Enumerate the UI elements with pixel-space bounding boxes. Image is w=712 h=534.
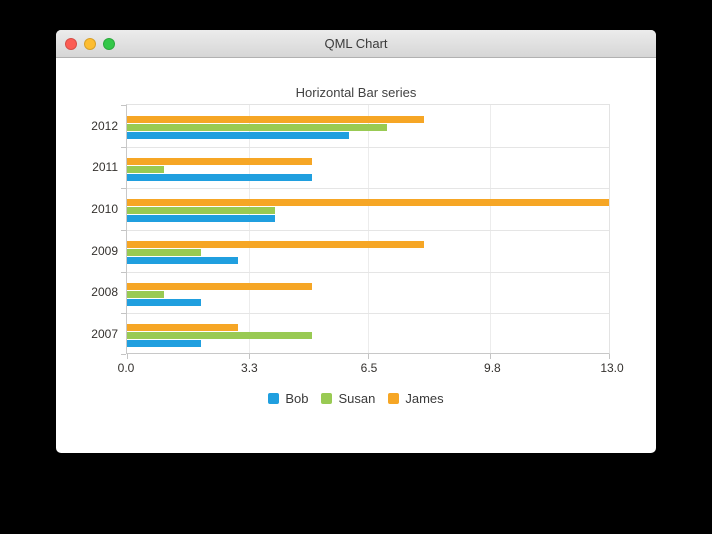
category-label: 2012 [91,118,118,133]
legend-item-james: James [388,390,444,406]
y-axis-tick [121,188,126,190]
y-axis-tick [121,354,126,355]
bar-james-2010 [127,199,609,207]
legend-item-susan: Susan [321,391,375,406]
bar-james-2012 [127,116,424,123]
zoom-button[interactable] [103,38,115,50]
legend-marker-icon [268,392,280,404]
category-row: 2012 [91,105,609,147]
window-titlebar[interactable]: QML Chart [56,30,656,58]
bar-james-2011 [127,157,313,165]
window-title: QML Chart [324,36,388,51]
category-row: 2010 [91,188,609,230]
bar-bob-2007 [127,340,202,348]
plot-area: 2012 2011 2010 2009 2008 2007 [91,104,610,359]
bar-susan-2009 [127,249,202,256]
legend-marker-icon [321,392,333,404]
vertical-gridline [249,105,251,353]
x-axis-tick-label: 6.5 [360,361,378,375]
x-axis-tick [127,354,128,359]
horizontal-gridline [127,271,609,273]
x-axis-tick-label: 9.8 [484,361,501,375]
horizontal-gridline [127,188,609,190]
bar-bob-2009 [127,257,239,264]
bar-bob-2011 [127,173,313,181]
y-axis-tick [121,146,126,148]
bar-susan-2007 [127,332,313,340]
horizontal-gridline [127,230,609,231]
y-axis-tick [121,313,126,315]
app-window: QML Chart Horizontal Bar series 2012 2011… [56,30,656,453]
y-axis-tick [121,271,126,273]
category-label: 2007 [91,327,118,342]
legend-label: James [405,390,444,406]
x-axis-tick [368,354,369,359]
bar-susan-2012 [127,124,387,131]
x-axis-tick-label: 3.3 [241,361,258,375]
legend-label: Susan [338,390,376,406]
x-axis-tick [609,354,610,359]
x-axis-labels: 0.0 3.3 6.5 9.8 13.0 [118,361,624,375]
x-axis-tick-label: 13.0 [600,361,624,375]
x-axis-tick [249,354,251,359]
x-axis-tick [490,354,492,359]
horizontal-gridline [127,313,609,315]
category-row: 2011 [92,147,609,189]
chart-legend: Bob Susan James [56,390,656,406]
chart-title: Horizontal Bar series [295,85,417,100]
vertical-gridline [368,105,369,353]
bar-james-2008 [127,282,313,290]
horizontal-gridline [127,146,609,148]
category-row: 2007 [91,313,609,355]
bar-bob-2008 [127,298,202,306]
close-button[interactable] [65,38,77,50]
category-row: 2009 [91,230,609,272]
legend-item-bob: Bob [268,391,308,406]
bar-susan-2010 [127,207,276,215]
minimize-button[interactable] [84,38,96,50]
y-axis-tick [121,105,126,106]
legend-marker-icon [388,392,400,404]
category-label: 2011 [92,160,118,175]
bar-susan-2011 [127,165,165,173]
x-axis-tick-label: 0.0 [117,361,135,375]
bar-james-2009 [127,241,424,248]
bar-susan-2008 [127,290,165,298]
category-label: 2009 [91,243,118,258]
bar-bob-2012 [127,132,350,139]
category-label: 2008 [91,285,118,300]
chart-view: Horizontal Bar series 2012 2011 2010 2009 20… [56,58,656,453]
y-axis-tick [121,230,126,231]
bar-james-2007 [127,324,239,332]
legend-label: Bob [285,390,309,406]
category-label: 2010 [91,202,118,217]
bar-bob-2010 [127,215,276,223]
category-row: 2008 [91,272,609,314]
vertical-gridline [490,105,492,353]
